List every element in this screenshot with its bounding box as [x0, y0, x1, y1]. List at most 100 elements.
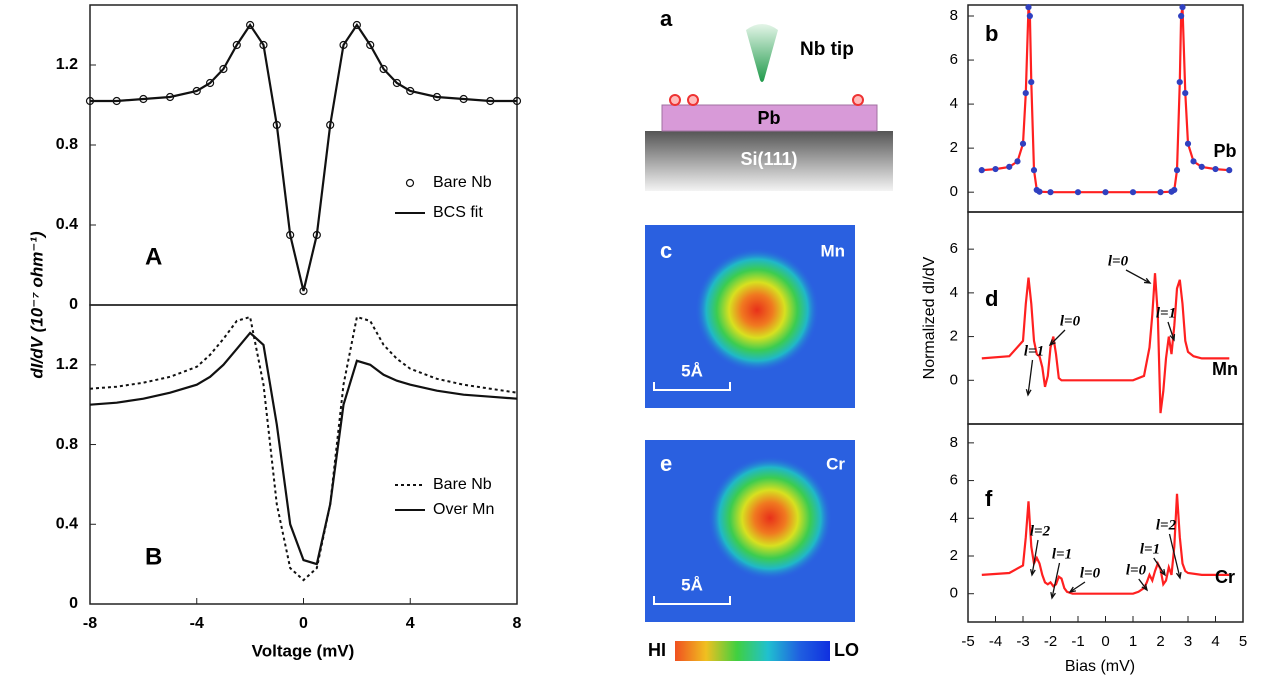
adatom: [669, 94, 681, 106]
y-tick-label: 6: [950, 240, 958, 257]
data-point: [1074, 189, 1082, 196]
data-point: [1030, 167, 1038, 174]
element-label: Cr: [826, 454, 845, 473]
annotation-arrow: [1125, 269, 1152, 284]
y-tick-label: 2: [950, 547, 958, 564]
annotation: l=0: [1060, 313, 1081, 329]
tip-shape: [746, 24, 778, 82]
annotation: l=2: [1030, 523, 1051, 539]
x-tick-label: 4: [406, 615, 415, 632]
panel-label: f: [985, 486, 993, 511]
y-tick-label: 0.4: [56, 515, 78, 532]
legend-label: Over Mn: [433, 501, 494, 518]
y-tick-label: 4: [950, 284, 958, 301]
y-tick-label: 4: [950, 95, 958, 112]
data-point: [1025, 4, 1032, 11]
y-tick-label: 1.2: [56, 356, 78, 373]
annotation-arrow: [1138, 578, 1149, 592]
data-point: [1157, 189, 1164, 196]
annotation: l=1: [1140, 541, 1160, 557]
y-tick-label: 2: [950, 328, 958, 345]
x-tick-label: 1: [1129, 633, 1137, 650]
annotation-arrow: [1048, 329, 1066, 347]
data-point: [1198, 163, 1205, 170]
y-tick-label: 0: [950, 183, 958, 200]
colorbar-low: LO: [834, 640, 859, 660]
element-label: Mn: [820, 241, 845, 260]
scale-bar: [653, 596, 731, 605]
y-axis-label: dI/dV (10⁻⁷ ohm⁻¹): [27, 231, 46, 379]
colorbar: HI LO: [648, 640, 859, 661]
data-point: [1171, 186, 1178, 194]
panel-label: e: [660, 451, 672, 476]
data-point: [1182, 89, 1189, 97]
data-point: [1014, 158, 1021, 165]
panel-label: B: [145, 543, 162, 570]
plot-frame: [967, 423, 1244, 623]
data-point: [1102, 189, 1109, 196]
y-tick-label: 8: [950, 7, 958, 24]
annotation: l=0: [1126, 562, 1147, 578]
y-tick-label: 0: [950, 585, 958, 602]
data-point: [1173, 167, 1181, 174]
data-point: [1212, 165, 1219, 173]
adatom: [687, 94, 699, 106]
annotation-arrow: [1167, 321, 1176, 342]
data-point: [1022, 89, 1029, 97]
x-tick-label: -1: [1071, 633, 1084, 650]
annotation: l=1: [1024, 343, 1044, 359]
legend-marker: [405, 178, 415, 188]
plot-frame: [967, 211, 1244, 425]
substrate: [645, 131, 893, 191]
x-axis-label: Bias (mV): [1065, 658, 1135, 675]
schematic: a Nb tip Si(111) Pb: [645, 6, 893, 191]
x-tick-label: -8: [83, 615, 97, 632]
y-tick-label: 8: [950, 434, 958, 451]
data-line: [981, 493, 1230, 595]
annotation: l=0: [1080, 565, 1101, 581]
element-label: Pb: [1213, 141, 1236, 161]
data-point: [1226, 167, 1233, 174]
stm-image: c Mn 5Å: [645, 225, 855, 408]
annotation-arrow: [1168, 533, 1182, 580]
data-point: [1047, 189, 1054, 196]
x-tick-label: 5: [1239, 633, 1247, 650]
film-label: Pb: [757, 108, 780, 128]
data-point: [1019, 140, 1027, 147]
data-point: [246, 20, 255, 30]
x-tick-label: 8: [513, 615, 522, 632]
data-point: [992, 165, 999, 173]
panel-label: c: [660, 238, 672, 263]
image-blob: [708, 456, 832, 580]
data-line: [89, 331, 518, 566]
x-tick-label: 0: [299, 615, 308, 632]
y-tick-label: 0: [69, 595, 78, 612]
annotation: l=0: [1108, 253, 1129, 269]
y-tick-label: 1.2: [56, 56, 78, 73]
element-label: Cr: [1215, 567, 1235, 587]
substrate-label: Si(111): [740, 149, 797, 169]
y-tick-label: 4: [950, 509, 958, 526]
x-tick-label: -3: [1016, 633, 1029, 650]
image-blob: [695, 248, 819, 372]
panel-label: A: [145, 243, 162, 270]
film: [661, 104, 878, 132]
stm-image: e Cr 5Å: [645, 440, 855, 622]
data-line: [981, 273, 1230, 414]
annotation-arrow: [1050, 562, 1061, 600]
legend-label: Bare Nb: [433, 476, 492, 493]
colorbar-gradient: [675, 641, 830, 661]
data-point: [1176, 78, 1183, 86]
panel-label: b: [985, 21, 998, 46]
annotation-arrow: [1025, 359, 1034, 397]
x-tick-label: 4: [1211, 633, 1219, 650]
annotation: l=1: [1156, 305, 1176, 321]
scale-label: 5Å: [681, 575, 703, 594]
y-tick-label: 0: [950, 371, 958, 388]
data-point: [978, 167, 985, 174]
data-line: [89, 315, 518, 582]
data-point: [1036, 188, 1043, 195]
data-point: [205, 78, 215, 88]
scale-bar: [653, 382, 731, 391]
